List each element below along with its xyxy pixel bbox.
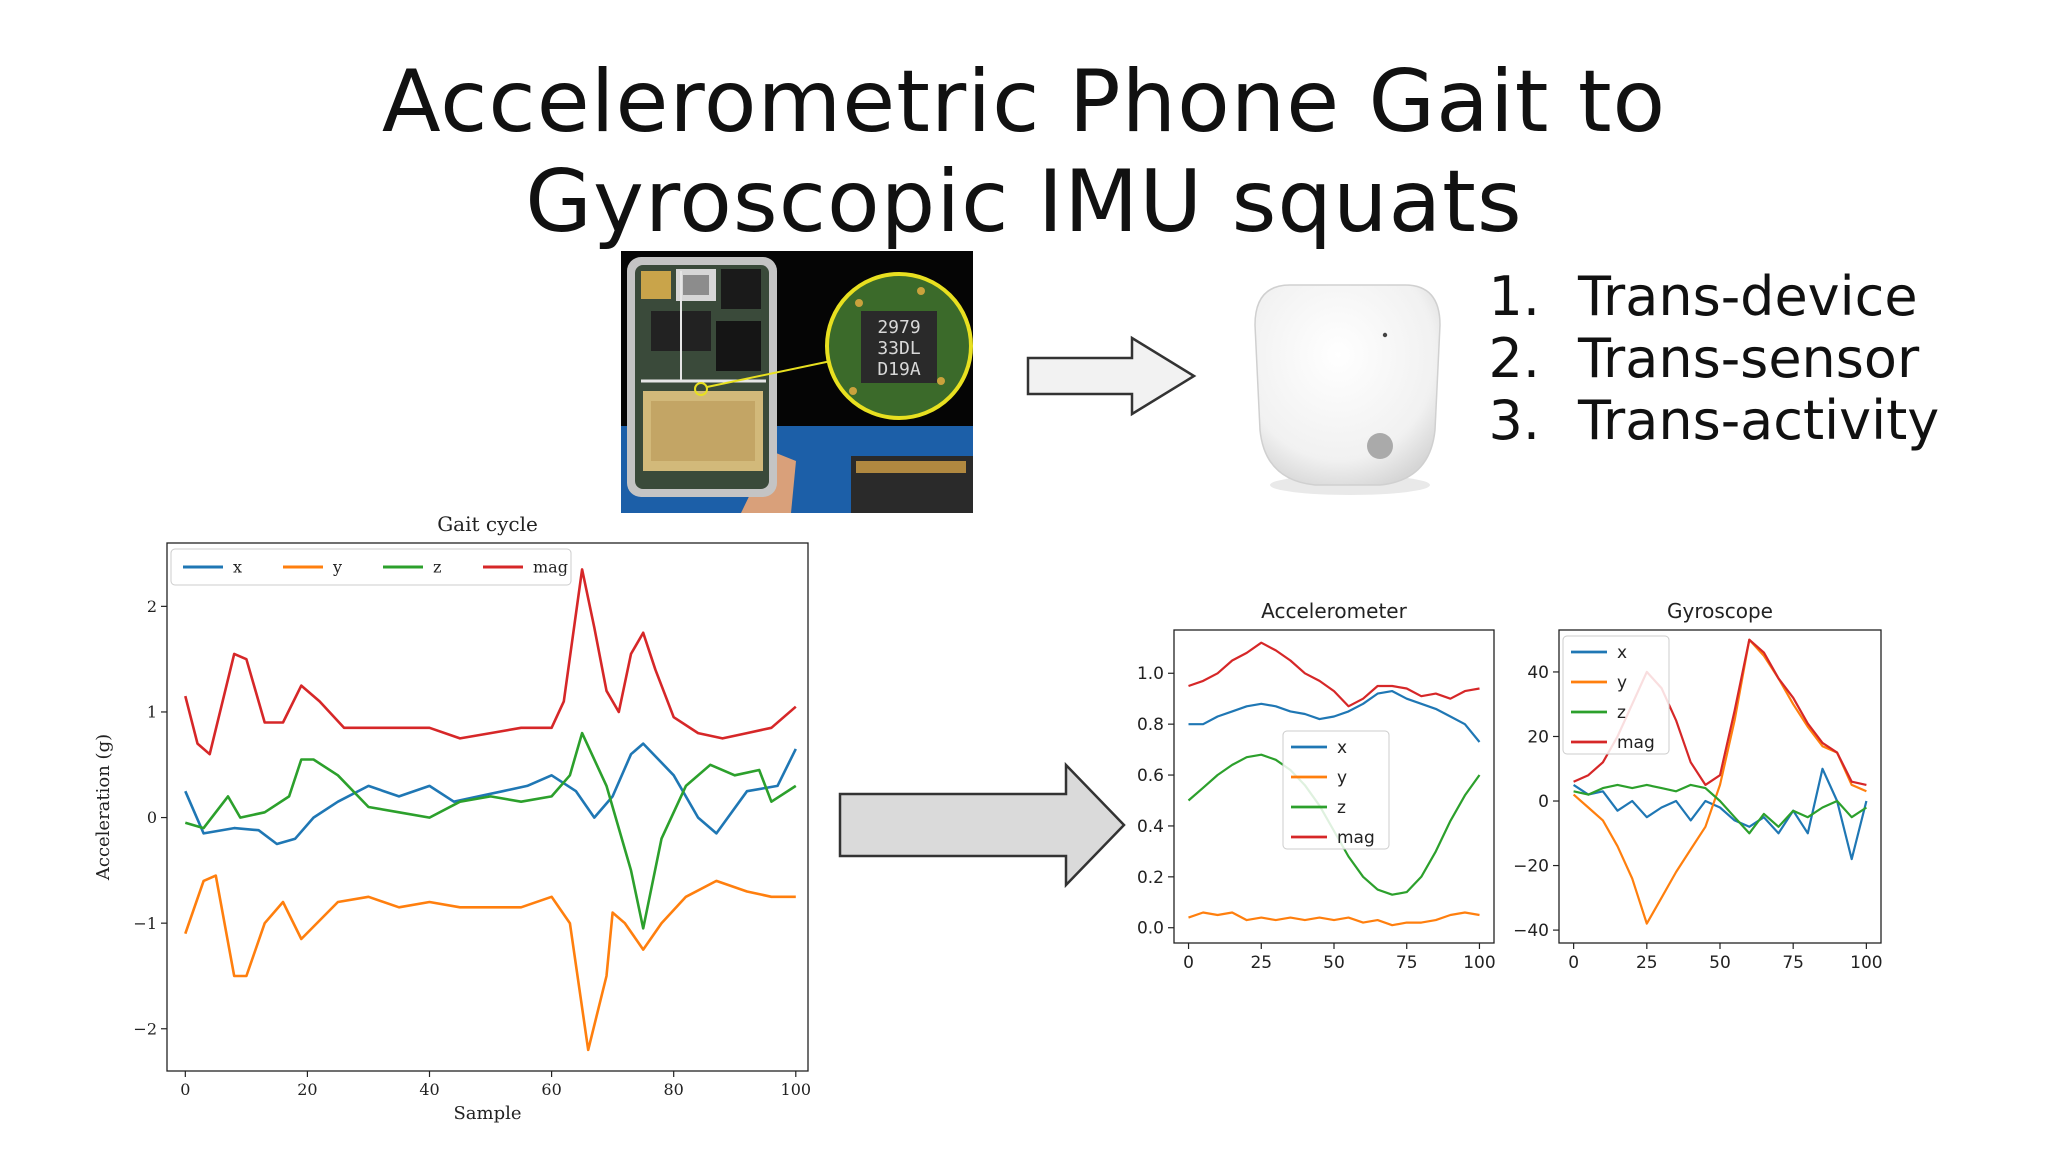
list-number: 2. bbox=[1488, 327, 1540, 390]
y-tick-label: 0.2 bbox=[1137, 868, 1164, 888]
x-tick-label: 25 bbox=[1636, 953, 1658, 973]
legend-label-x: x bbox=[233, 558, 242, 577]
series-line-y bbox=[1188, 911, 1480, 927]
series-line-mag bbox=[184, 568, 797, 756]
chart-title: Gyroscope bbox=[1667, 599, 1773, 623]
legend-label-mag: mag bbox=[533, 558, 568, 577]
series-line-z bbox=[1573, 783, 1868, 835]
list-label: Trans-sensor bbox=[1578, 327, 1920, 390]
legend-box bbox=[1562, 635, 1670, 755]
legend-label-x: x bbox=[1617, 643, 1627, 663]
legend-label-mag: mag bbox=[1617, 733, 1655, 753]
arrow-top bbox=[1026, 335, 1197, 417]
series-line-y bbox=[184, 874, 796, 1052]
y-tick-label: 2 bbox=[147, 597, 157, 616]
y-tick-label: 0.6 bbox=[1137, 766, 1164, 786]
x-tick-label: 75 bbox=[1396, 953, 1418, 973]
y-tick-label: 40 bbox=[1527, 663, 1549, 683]
legend-label-y: y bbox=[332, 558, 342, 577]
x-tick-label: 80 bbox=[664, 1080, 684, 1099]
chip-line-3: D19A bbox=[877, 359, 921, 380]
series-line-mag bbox=[1188, 641, 1480, 708]
y-tick-label: 0.4 bbox=[1137, 817, 1164, 837]
x-tick-label: 100 bbox=[1850, 953, 1882, 973]
y-tick-label: −1 bbox=[133, 914, 157, 933]
transfer-list: 1. Trans-device 2. Trans-sensor 3. Trans… bbox=[1480, 266, 1939, 452]
x-tick-label: 100 bbox=[1463, 953, 1495, 973]
title-line-1: Accelerometric Phone Gait to bbox=[381, 52, 1667, 152]
series-line-x bbox=[1572, 767, 1868, 861]
x-tick-label: 40 bbox=[419, 1080, 439, 1099]
legend-label-y: y bbox=[1617, 673, 1627, 693]
series-line-x bbox=[1188, 690, 1481, 743]
gait-cycle-chart: Gait cycle 0 20 40 60 80 100 −2 −1 0 1 2 Sample Accel… bbox=[95, 512, 812, 1124]
y-axis-label: Acceleration (g) bbox=[95, 734, 114, 881]
x-tick-label: 75 bbox=[1782, 953, 1804, 973]
chip-line-2: 33DL bbox=[877, 338, 921, 359]
plot-frame bbox=[166, 542, 809, 1072]
y-tick-label: 0 bbox=[1538, 792, 1549, 812]
x-tick-label: 0 bbox=[180, 1080, 190, 1099]
list-number: 3. bbox=[1488, 389, 1540, 452]
list-item: 1. Trans-device bbox=[1480, 266, 1939, 328]
x-tick-label: 20 bbox=[297, 1080, 317, 1099]
x-axis-label: Sample bbox=[453, 1103, 521, 1124]
x-tick-label: 60 bbox=[541, 1080, 561, 1099]
y-tick-label: 0.0 bbox=[1137, 919, 1164, 939]
imu-sensor-image bbox=[1254, 284, 1441, 495]
y-tick-label: 0.8 bbox=[1137, 715, 1164, 735]
series-line-y bbox=[1572, 638, 1867, 925]
list-label: Trans-activity bbox=[1578, 389, 1940, 452]
y-tick-label: 1.0 bbox=[1137, 664, 1164, 684]
y-tick-label: −2 bbox=[133, 1019, 157, 1038]
y-tick-label: −40 bbox=[1513, 921, 1549, 941]
list-label: Trans-device bbox=[1578, 265, 1918, 328]
series-line-x bbox=[184, 742, 797, 846]
x-tick-label: 100 bbox=[781, 1080, 812, 1099]
x-tick-label: 50 bbox=[1323, 953, 1345, 973]
x-tick-label: 50 bbox=[1709, 953, 1731, 973]
accelerometer-chart: Accelerometer 0 25 50 75 100 0.0 0.2 0.4 0.6 0.8 1.… bbox=[1137, 599, 1496, 973]
legend-label-x: x bbox=[1337, 738, 1347, 758]
legend-label-y: y bbox=[1337, 768, 1347, 788]
slide-title: Accelerometric Phone Gait to Gyroscopic … bbox=[0, 52, 2048, 252]
legend-label-mag: mag bbox=[1337, 828, 1375, 848]
chart-title: Gait cycle bbox=[437, 512, 538, 536]
legend-label-z: z bbox=[1617, 703, 1626, 723]
legend-box bbox=[170, 548, 572, 586]
phone-circuit-image: 2979 33DL D19A bbox=[621, 251, 973, 513]
y-tick-label: 0 bbox=[147, 808, 157, 827]
series-line-z bbox=[184, 731, 797, 930]
y-tick-label: 1 bbox=[147, 703, 157, 722]
legend-label-z: z bbox=[433, 558, 441, 577]
y-tick-label: 20 bbox=[1527, 727, 1549, 747]
list-number: 1. bbox=[1488, 265, 1540, 328]
list-item: 3. Trans-activity bbox=[1480, 390, 1939, 452]
title-line-2: Gyroscopic IMU squats bbox=[525, 152, 1523, 252]
legend-label-z: z bbox=[1337, 798, 1346, 818]
x-tick-label: 0 bbox=[1183, 953, 1194, 973]
list-item: 2. Trans-sensor bbox=[1480, 328, 1939, 390]
x-tick-label: 0 bbox=[1568, 953, 1579, 973]
y-tick-label: −20 bbox=[1513, 857, 1549, 877]
gyroscope-chart: Gyroscope 0 25 50 75 100 −40 −20 0 20 40 xyz mag bbox=[1513, 599, 1882, 973]
arrow-bottom bbox=[838, 762, 1126, 888]
chart-title: Accelerometer bbox=[1261, 599, 1407, 623]
chip-line-1: 2979 bbox=[877, 317, 920, 338]
x-tick-label: 25 bbox=[1250, 953, 1272, 973]
legend-box bbox=[1282, 730, 1390, 850]
